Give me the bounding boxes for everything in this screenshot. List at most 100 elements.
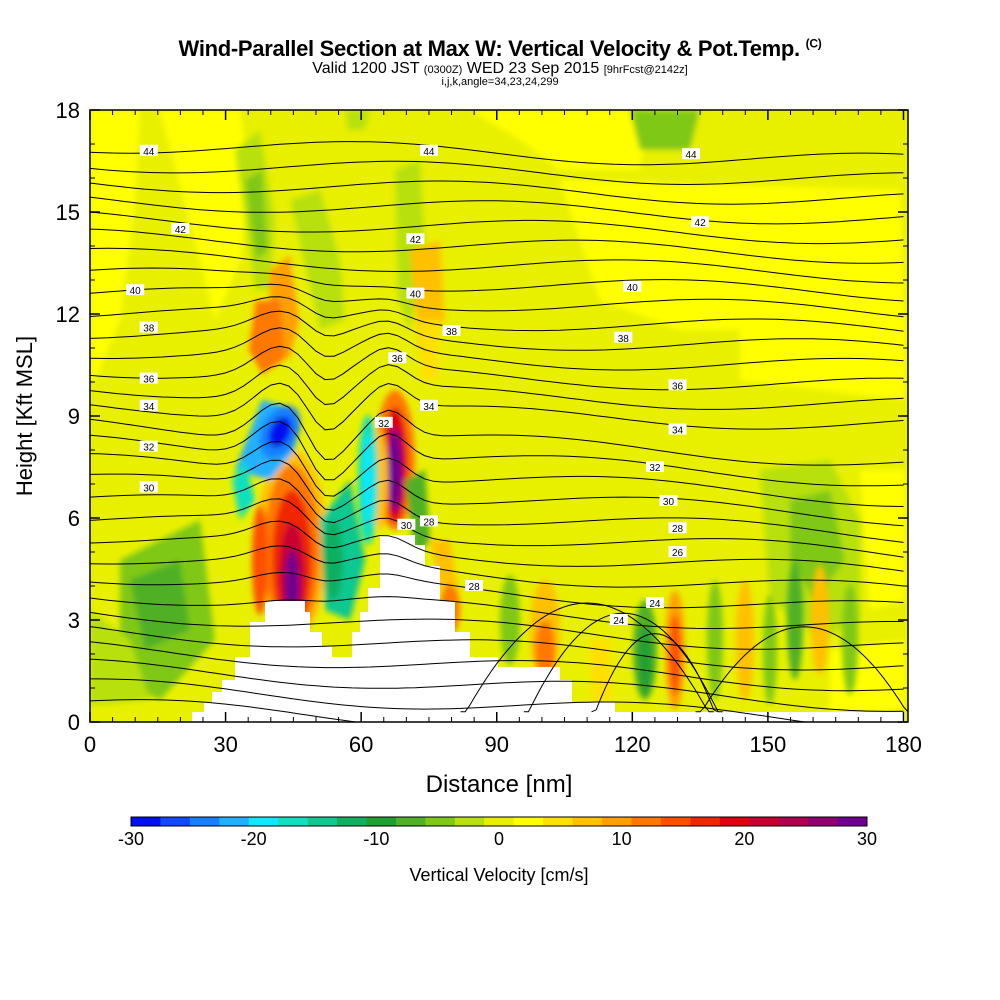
contour-label-text: 36 (392, 354, 404, 365)
theta-contour-dome (591, 633, 719, 713)
colorbar-swatch (307, 817, 338, 826)
contour-label-box (465, 580, 484, 591)
colorbar-swatch (660, 817, 691, 826)
forecast-tag: [9hrFcst@2142z] (603, 64, 688, 76)
colorbar-swatch (602, 817, 632, 826)
theta-contour-line (90, 296, 904, 332)
theta-contour-line (90, 520, 904, 572)
theta-contour-dome (460, 602, 714, 713)
x-axis-label: Distance [nm] (426, 771, 573, 798)
contour-label-box (126, 284, 145, 296)
contour-label-text: 24 (613, 616, 625, 627)
colorbar-swatch (366, 817, 397, 826)
theta-contours (90, 141, 908, 722)
colorbar-swatch (337, 817, 368, 826)
colorbar-tick-label: 20 (734, 829, 754, 849)
contour-label-text: 28 (423, 517, 435, 528)
y-tick-label: 3 (68, 608, 80, 633)
contour-label-text: 30 (143, 483, 155, 494)
valid-date: WED 23 Sep 2015 (466, 60, 600, 77)
colorbar-swatch (808, 817, 839, 826)
contour-label-box (139, 372, 158, 384)
theta-contour-label: 44 (139, 144, 158, 158)
x-tick-label: 0 (84, 732, 96, 757)
theta-contour-label: 24 (609, 614, 628, 627)
theta-contour-label: 40 (126, 284, 145, 297)
theta-contour-label: 42 (691, 216, 710, 229)
colorbar-swatch (131, 817, 161, 826)
colorbar-tick-label: 30 (857, 829, 877, 849)
contour-label-box (406, 287, 425, 299)
contour-label-text: 32 (143, 443, 155, 454)
contour-label-box (691, 216, 710, 228)
colorbar-swatch (278, 817, 309, 826)
theta-contour-label: 28 (465, 580, 484, 593)
contour-label-box (645, 597, 664, 608)
contour-label-text: 30 (401, 521, 413, 532)
contour-label-box (645, 461, 664, 472)
contour-label-text: 24 (649, 599, 661, 610)
x-tick-label: 120 (614, 732, 651, 757)
theta-contour-dome (695, 626, 908, 713)
theta-contour-label: 26 (668, 546, 687, 559)
contour-label-box (419, 144, 438, 156)
colorbar-swatch (631, 817, 662, 826)
theta-contour-line (90, 658, 904, 712)
theta-contour-line (90, 196, 904, 225)
theta-contour-line (90, 498, 904, 558)
contour-label-box (668, 423, 687, 435)
contour-label-text: 28 (469, 582, 481, 593)
contour-label-text: 36 (672, 381, 684, 392)
theta-contour-label: 36 (388, 352, 407, 365)
theta-contour-line (90, 141, 904, 166)
contour-label-text: 44 (143, 147, 155, 158)
theta-contour-line (90, 626, 904, 671)
contour-label-text: 34 (672, 426, 684, 437)
contour-label-text: 42 (410, 235, 422, 246)
colorbar-tick-label: -30 (118, 829, 144, 849)
theta-contour-line (90, 420, 904, 487)
theta-contour-line (90, 641, 904, 692)
theta-contour-label: 30 (397, 518, 416, 532)
colorbar-swatch (690, 817, 721, 826)
theta-contour-line (90, 267, 904, 302)
colorbar-swatch (219, 817, 250, 826)
terrain-mask (192, 535, 905, 722)
colorbar-swatch (778, 817, 809, 826)
theta-contour-line (90, 327, 904, 371)
theta-contour-line (90, 345, 904, 391)
chart-title: Wind-Parallel Section at Max W: Vertical… (0, 36, 1000, 62)
contour-label-text: 42 (695, 218, 707, 229)
theta-contour-labels: 24 24 26 28 28 28 30 30 30 32 32 32 34 34 34 36 36 36 38 38… (126, 144, 710, 627)
theta-contour-line (90, 211, 904, 245)
theta-contour-line (90, 699, 360, 722)
theta-contour-dome (523, 612, 723, 713)
chart-title-text: Wind-Parallel Section at Max W: Vertical… (178, 36, 801, 61)
x-tick-label: 180 (885, 732, 922, 757)
theta-contour-line (90, 459, 904, 527)
contour-label-text: 40 (130, 286, 142, 297)
theta-contour-line (90, 596, 904, 629)
colorbar-swatch (513, 817, 544, 826)
contour-label-text: 38 (143, 324, 155, 335)
colorbar-label: Vertical Velocity [cm/s] (409, 865, 588, 885)
colorbar-tick-label: 0 (494, 829, 504, 849)
theta-contour-label: 38 (614, 331, 633, 345)
contour-label-box (406, 233, 425, 245)
theta-contour-label: 42 (171, 223, 190, 236)
colorbar-swatch (719, 817, 750, 826)
x-tick-label: 90 (484, 732, 508, 757)
theta-contour-label: 34 (668, 423, 687, 437)
contour-label-text: 34 (423, 402, 435, 413)
theta-contour-line (90, 382, 904, 431)
colorbar (130, 816, 868, 827)
contour-label-box (668, 546, 687, 557)
theta-contour-label: 32 (374, 416, 393, 430)
colorbar-tick-label: 10 (612, 829, 632, 849)
theta-contour-line (90, 283, 904, 318)
theta-contour-label: 36 (139, 372, 158, 386)
chart-subtitle: Valid 1200 JST (0300Z) WED 23 Sep 2015 [… (0, 60, 1000, 78)
theta-contour-line (90, 364, 904, 410)
theta-contour-label: 34 (419, 399, 438, 413)
